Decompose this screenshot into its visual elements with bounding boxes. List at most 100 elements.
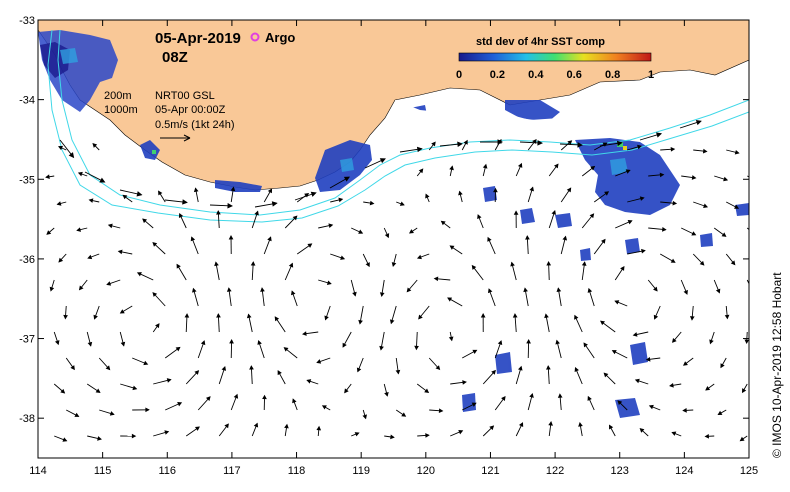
current-vector-head	[702, 148, 708, 154]
current-vector-head	[755, 414, 758, 417]
map-time: 08Z	[162, 49, 188, 66]
current-vector-head	[734, 204, 740, 209]
current-vector	[759, 306, 762, 317]
vector-scale-label: 0.5m/s (1kt 24h)	[155, 119, 234, 131]
current-vector-head	[93, 314, 98, 320]
current-vector-head	[379, 345, 384, 351]
current-vector-head	[603, 372, 609, 378]
current-vector-head	[556, 287, 562, 293]
current-vector-head	[136, 272, 142, 277]
x-tick-label: 118	[288, 465, 306, 477]
current-vector-head	[399, 201, 405, 206]
current-vector-head	[562, 235, 568, 241]
current-vectors	[45, 119, 771, 442]
current-vector	[755, 410, 760, 417]
colorbar-tick-label: 0.8	[605, 69, 620, 81]
current-vector-head	[577, 142, 583, 148]
current-vector-head	[671, 431, 677, 436]
x-tick-label: 121	[481, 465, 499, 477]
current-vector-head	[741, 388, 747, 394]
current-vector-head	[342, 342, 347, 348]
current-vector-head	[192, 287, 197, 293]
current-vector-head	[78, 285, 84, 291]
current-vector-head	[425, 433, 430, 438]
current-vector-head	[587, 395, 592, 401]
current-vector-head	[254, 210, 259, 216]
argo-marker-icon	[250, 32, 260, 42]
current-vector-head	[253, 422, 259, 428]
current-vector-head	[292, 215, 298, 221]
current-vector-head	[271, 201, 278, 207]
current-vector-head	[704, 433, 710, 439]
current-vector-head	[109, 411, 115, 416]
current-vector-head	[566, 187, 572, 193]
current-vector-head	[672, 200, 678, 206]
current-vector-head	[648, 404, 654, 410]
current-vector-head	[614, 300, 620, 305]
current-vector-head	[703, 203, 709, 208]
current-vector-head	[754, 233, 757, 236]
current-vector-head	[284, 423, 289, 429]
current-vector-head	[705, 386, 711, 391]
current-vector-head	[551, 209, 556, 215]
current-vector-head	[379, 292, 385, 297]
current-vector-head	[379, 158, 386, 164]
altimetry-label: NRT00 GSL	[155, 90, 215, 102]
current-vector-head	[497, 340, 503, 346]
current-vector-head	[221, 366, 227, 371]
current-vector-head	[489, 425, 495, 431]
current-vector-head	[358, 319, 363, 325]
current-vector-head	[328, 223, 334, 229]
current-vector-head	[670, 146, 676, 152]
current-vector-head	[472, 349, 478, 354]
current-vector-head	[226, 287, 232, 292]
current-vector-head	[418, 168, 424, 174]
current-vector-head	[554, 163, 559, 169]
y-tick-label: -38	[19, 413, 35, 425]
current-vector-head	[471, 402, 477, 407]
current-vector-head	[152, 241, 158, 247]
current-vector-head	[724, 314, 730, 320]
current-vector-head	[63, 314, 68, 320]
colorbar-tick-label: 0.6	[567, 69, 582, 81]
current-vector-head	[617, 400, 623, 406]
current-vector-head	[493, 187, 498, 193]
current-vector-head	[193, 187, 199, 193]
current-vector-head	[602, 142, 608, 147]
current-vector-head	[766, 206, 769, 209]
current-vector-head	[604, 191, 610, 196]
current-vector-head	[408, 229, 414, 234]
current-vector-head	[639, 428, 645, 433]
current-vector-head	[267, 188, 273, 194]
current-vector	[759, 150, 771, 154]
current-vector-head	[537, 140, 543, 146]
current-vector	[757, 358, 759, 368]
current-vector-head	[755, 178, 758, 181]
current-vector-head	[49, 286, 55, 292]
current-vector-head	[70, 365, 75, 371]
current-vector-head	[233, 393, 239, 399]
current-vector-head	[214, 261, 219, 267]
current-vector-head	[316, 425, 322, 431]
current-vector-head	[491, 369, 496, 375]
current-vector-head	[721, 232, 727, 237]
current-vector-head	[557, 393, 563, 398]
current-vector-head	[546, 365, 551, 370]
x-tick-label: 119	[352, 465, 370, 477]
current-vector-head	[87, 341, 93, 347]
current-vector	[759, 254, 767, 264]
current-vector-head	[158, 190, 163, 196]
current-vector-head	[764, 260, 767, 263]
current-vector-head	[590, 165, 596, 171]
current-vector	[759, 202, 770, 209]
current-vector-head	[132, 385, 138, 391]
current-vector-head	[544, 313, 549, 319]
current-vector-head	[723, 176, 729, 182]
current-vector-head	[448, 336, 454, 342]
current-vector-head	[600, 320, 605, 326]
current-vector-head	[546, 261, 552, 266]
current-vector-head	[283, 347, 289, 352]
current-vector-head	[384, 391, 389, 397]
current-vector-head	[60, 388, 66, 394]
current-vector-head	[555, 339, 560, 345]
